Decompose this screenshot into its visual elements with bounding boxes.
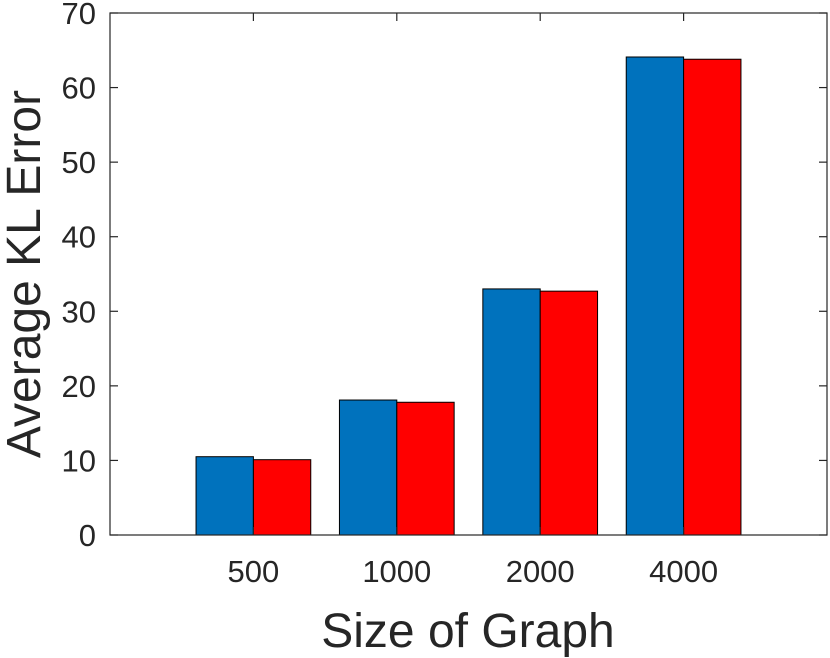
bar-2000-series-1 xyxy=(482,288,541,536)
x-tick-labels: 500 1000 2000 4000 xyxy=(228,554,719,589)
bar-4000-series-2 xyxy=(683,58,742,536)
bar-4000-series-1 xyxy=(625,56,685,536)
x-axis-title: Size of Graph xyxy=(321,605,614,658)
y-tick-labels: 0 10 20 30 40 50 60 70 xyxy=(62,0,96,553)
axes-group xyxy=(109,12,828,536)
bar-1000-series-1 xyxy=(338,399,398,536)
x-tick-label: 500 xyxy=(228,554,280,589)
y-axis-title: Average KL Error xyxy=(0,90,51,458)
axes-box xyxy=(109,12,828,536)
bar-1000-series-2 xyxy=(396,401,455,536)
bar-500-series-2 xyxy=(252,459,312,536)
y-tick-label: 0 xyxy=(79,518,96,553)
y-tick-label: 30 xyxy=(62,294,96,329)
y-tick-label: 20 xyxy=(62,369,96,404)
x-tick-label: 4000 xyxy=(649,554,718,589)
x-tick-label: 2000 xyxy=(506,554,575,589)
bar-500-series-1 xyxy=(195,456,254,536)
y-tick-label: 50 xyxy=(62,145,96,180)
bars-group xyxy=(195,56,742,536)
y-tick-label: 70 xyxy=(62,0,96,31)
y-tick-label: 10 xyxy=(62,443,96,478)
x-tick-label: 1000 xyxy=(362,554,431,589)
y-tick-label: 40 xyxy=(62,220,96,255)
bar-2000-series-2 xyxy=(539,290,599,536)
y-tick-label: 60 xyxy=(62,71,96,106)
